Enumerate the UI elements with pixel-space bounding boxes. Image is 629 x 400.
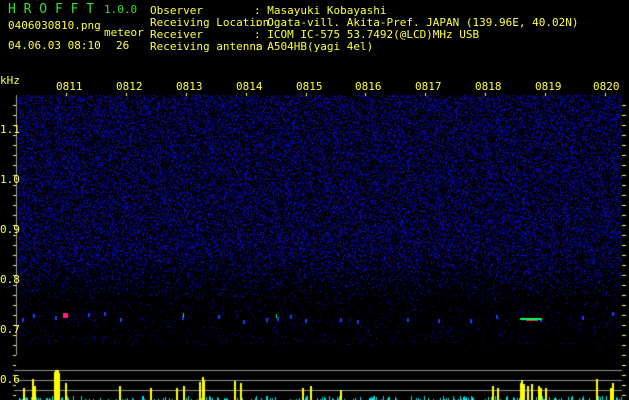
meteor-count: 26 — [116, 39, 130, 52]
x-label: 0818 — [475, 80, 502, 93]
y-label: 0.7 — [0, 323, 20, 336]
file-name: 0406030810.png — [8, 19, 101, 32]
observer-value: : Masayuki Kobayashi — [254, 4, 387, 17]
file-datetime: 04.06.03 08:10 — [8, 39, 101, 52]
location-label: Receiving Location — [150, 16, 270, 29]
location-value: : Ogata-vill. Akita-Pref. JAPAN (139.96E… — [254, 16, 579, 29]
x-label: 0819 — [535, 80, 562, 93]
receiver-value: : ICOM IC-575 53.7492(@LCD)MHz USB — [254, 28, 480, 41]
x-label: 0814 — [236, 80, 263, 93]
y-label: 0.9 — [0, 223, 20, 236]
y-label: 0.8 — [0, 273, 20, 286]
x-label: 0815 — [296, 80, 323, 93]
receiver-label: Receiver — [150, 28, 203, 41]
x-label: 0820 — [593, 80, 620, 93]
y-label: 0.6 — [0, 373, 20, 386]
y-unit: kHz — [0, 74, 20, 87]
app-title: H R O F F T — [8, 2, 95, 17]
x-label: 0811 — [56, 80, 83, 93]
antenna-label: Receiving antenna — [150, 40, 263, 53]
app-version: 1.0.0 — [104, 3, 138, 16]
antenna-value: : A504HB(yagi 4el) — [254, 40, 374, 53]
x-label: 0817 — [415, 80, 442, 93]
observer-label: Observer — [150, 4, 203, 17]
y-label: 1.0 — [0, 173, 20, 186]
x-label: 0816 — [355, 80, 382, 93]
y-label: 1.1 — [0, 123, 20, 136]
meteor-label: meteor — [104, 26, 144, 39]
x-label: 0813 — [176, 80, 203, 93]
x-label: 0812 — [116, 80, 143, 93]
